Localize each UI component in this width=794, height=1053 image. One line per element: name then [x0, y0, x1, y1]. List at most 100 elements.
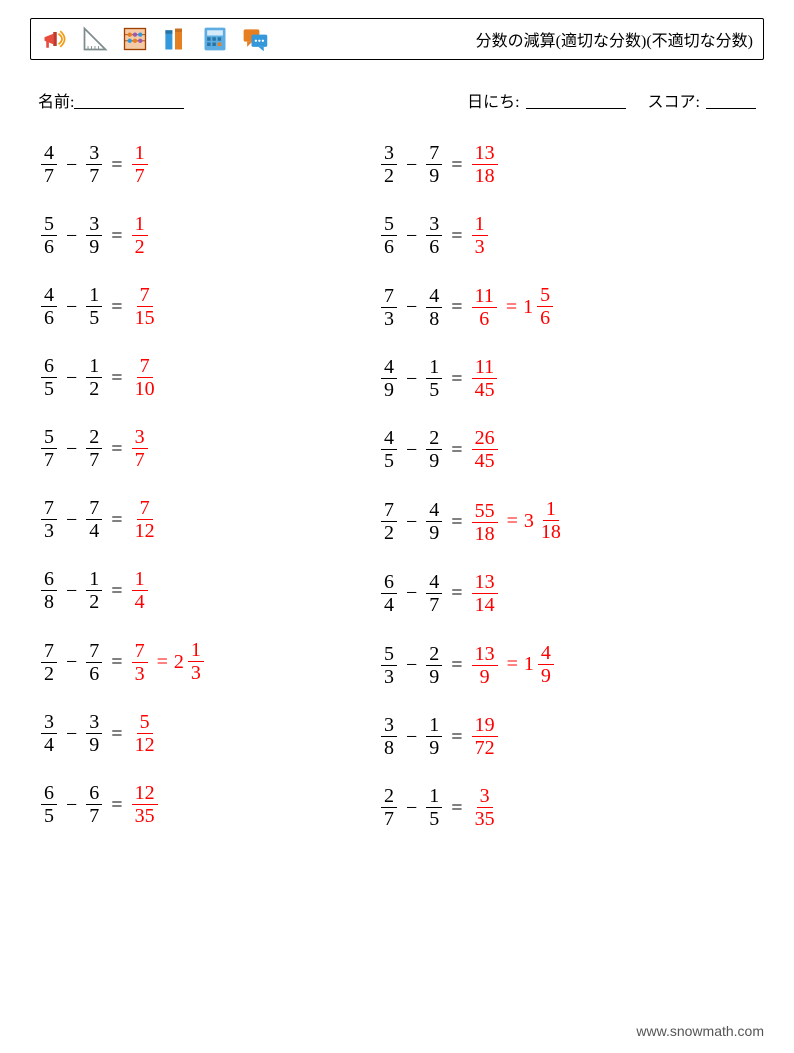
info-row: 名前: 日にち: スコア: [30, 88, 764, 112]
problems-area: 47−37=1756−39=1246−15=71565−12=71057−27=… [30, 142, 764, 830]
minus-sign: − [406, 226, 417, 246]
name-label: 名前: [38, 88, 74, 112]
minus-sign: − [406, 297, 417, 317]
equals-sign: = [111, 795, 122, 815]
problem-row: 72−49=5518=3118 [378, 498, 756, 544]
answer: 12 [129, 213, 151, 258]
minus-sign: − [66, 795, 77, 815]
header-box: 分数の減算(適切な分数)(不適切な分数) [30, 18, 764, 60]
minus-sign: − [406, 655, 417, 675]
problem-row: 56−39=12 [38, 213, 378, 258]
answer: 1235 [129, 782, 161, 827]
chat-icon [241, 25, 269, 53]
equals-sign: = [451, 655, 462, 675]
answer: 14 [129, 568, 151, 613]
problem-row: 27−15=335 [378, 785, 756, 830]
calculator-icon [201, 25, 229, 53]
minus-sign: − [406, 440, 417, 460]
answer: 1314 [469, 571, 501, 616]
minus-sign: − [66, 368, 77, 388]
equals-sign: = [111, 297, 122, 317]
problems-column-right: 32−79=131856−36=1373−48=116=15649−15=114… [378, 142, 756, 830]
answer: 1972 [469, 714, 501, 759]
problem-row: 57−27=37 [38, 426, 378, 471]
worksheet-page: 分数の減算(適切な分数)(不適切な分数) 名前: 日にち: スコア: 47−37… [0, 0, 794, 1053]
equals-sign: = [111, 510, 122, 530]
date-blank [526, 92, 626, 109]
equals-sign: = [451, 297, 462, 317]
answer: 13 [469, 213, 491, 258]
problem-row: 46−15=715 [38, 284, 378, 329]
answer: 335 [469, 785, 501, 830]
problem-row: 34−39=512 [38, 711, 378, 756]
minus-sign: − [66, 155, 77, 175]
answer: 116=156 [469, 284, 557, 330]
minus-sign: − [66, 724, 77, 744]
answer: 1318 [469, 142, 501, 187]
date-score-fields: 日にち: スコア: [467, 88, 756, 112]
equals-sign: = [111, 226, 122, 246]
header-icon-row [41, 25, 269, 53]
problem-row: 72−76=73=213 [38, 639, 378, 685]
equals-sign: = [111, 439, 122, 459]
score-label: スコア: [648, 88, 700, 112]
problem-row: 68−12=14 [38, 568, 378, 613]
minus-sign: − [66, 297, 77, 317]
problem-row: 47−37=17 [38, 142, 378, 187]
equals-sign: = [451, 226, 462, 246]
answer: 1145 [469, 356, 501, 401]
name-field: 名前: [38, 88, 184, 112]
footer-url: www.snowmath.com [636, 1023, 764, 1039]
worksheet-title: 分数の減算(適切な分数)(不適切な分数) [476, 27, 753, 51]
equals-sign: = [451, 583, 462, 603]
equals-sign: = [451, 512, 462, 532]
ruler-icon [81, 25, 109, 53]
name-blank [74, 92, 184, 109]
problem-row: 56−36=13 [378, 213, 756, 258]
minus-sign: − [406, 798, 417, 818]
books-icon [161, 25, 189, 53]
equals-sign: = [111, 652, 122, 672]
problem-row: 45−29=2645 [378, 427, 756, 472]
problem-row: 73−48=116=156 [378, 284, 756, 330]
minus-sign: − [406, 583, 417, 603]
minus-sign: − [66, 439, 77, 459]
minus-sign: − [406, 155, 417, 175]
equals-sign: = [451, 369, 462, 389]
answer: 2645 [469, 427, 501, 472]
equals-sign: = [111, 724, 122, 744]
megaphone-icon [41, 25, 69, 53]
equals-sign: = [111, 368, 122, 388]
answer: 715 [129, 284, 161, 329]
abacus-icon [121, 25, 149, 53]
minus-sign: − [66, 510, 77, 530]
equals-sign: = [111, 155, 122, 175]
score-blank [706, 92, 756, 109]
problem-row: 65−67=1235 [38, 782, 378, 827]
minus-sign: − [66, 652, 77, 672]
equals-sign: = [451, 798, 462, 818]
problem-row: 64−47=1314 [378, 571, 756, 616]
answer: 512 [129, 711, 161, 756]
problem-row: 32−79=1318 [378, 142, 756, 187]
answer: 73=213 [129, 639, 207, 685]
minus-sign: − [406, 512, 417, 532]
problem-row: 49−15=1145 [378, 356, 756, 401]
equals-sign: = [111, 581, 122, 601]
answer: 17 [129, 142, 151, 187]
equals-sign: = [451, 155, 462, 175]
problem-row: 53−29=139=149 [378, 642, 756, 688]
equals-sign: = [451, 727, 462, 747]
minus-sign: − [406, 727, 417, 747]
answer: 37 [129, 426, 151, 471]
answer: 712 [129, 497, 161, 542]
minus-sign: − [66, 581, 77, 601]
answer: 5518=3118 [469, 498, 567, 544]
problem-row: 73−74=712 [38, 497, 378, 542]
date-label: 日にち: [467, 88, 519, 112]
equals-sign: = [451, 440, 462, 460]
answer: 710 [129, 355, 161, 400]
problem-row: 38−19=1972 [378, 714, 756, 759]
problems-column-left: 47−37=1756−39=1246−15=71565−12=71057−27=… [38, 142, 378, 830]
problem-row: 65−12=710 [38, 355, 378, 400]
